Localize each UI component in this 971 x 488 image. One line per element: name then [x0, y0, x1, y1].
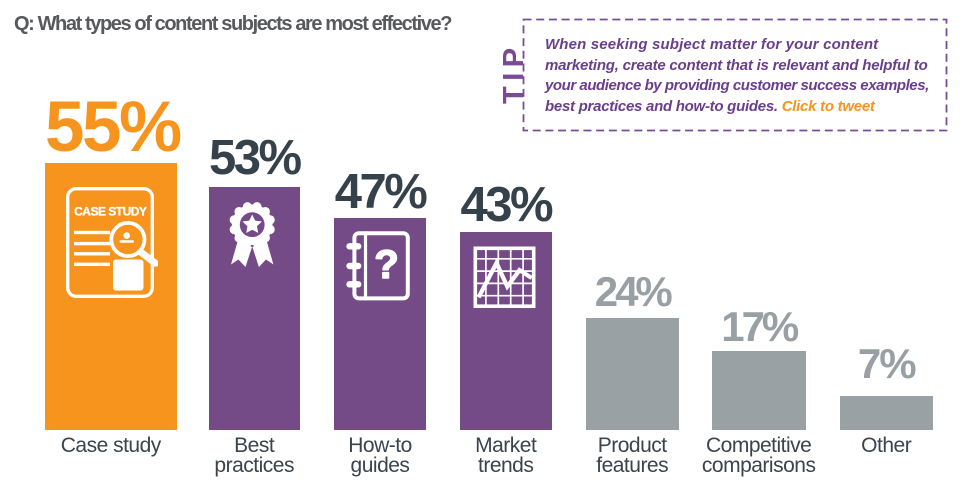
svg-text:CASE STUDY: CASE STUDY: [74, 204, 147, 218]
